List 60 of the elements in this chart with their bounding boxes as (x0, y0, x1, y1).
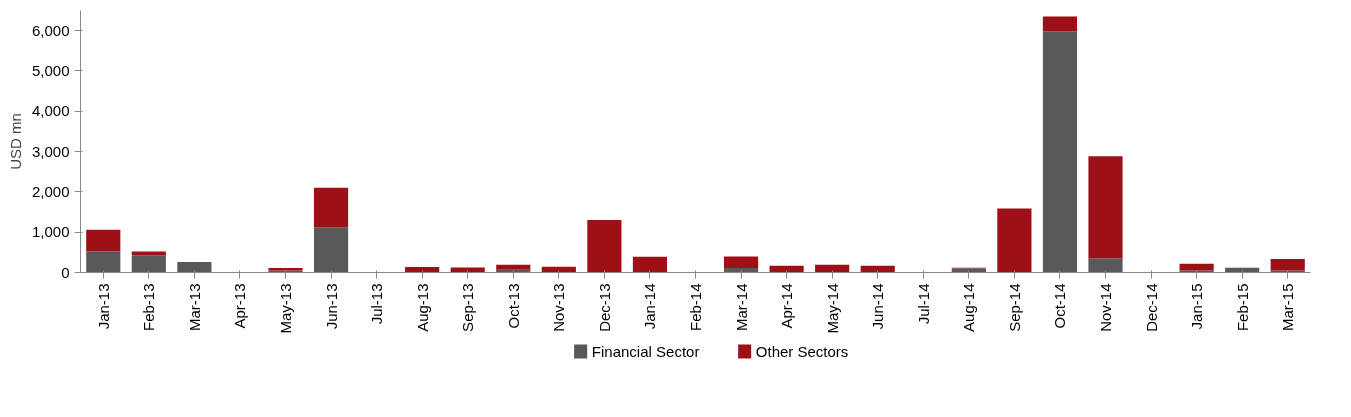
x-tick-label: Aug-13 (413, 283, 431, 332)
bar (1088, 156, 1123, 259)
x-tick-label: Jan-14 (641, 283, 659, 330)
y-axis-title: USD mn (6, 113, 24, 170)
y-tick-label: 3,000 (31, 142, 70, 160)
y-tick-label: 5,000 (31, 61, 70, 79)
bar (723, 256, 759, 269)
x-tick-label: May-14 (823, 283, 841, 334)
x-tick-label: Mar-15 (1279, 283, 1297, 332)
y-tick-label: 4,000 (31, 102, 70, 120)
bar (313, 187, 349, 228)
x-tick-label: Feb-14 (687, 283, 704, 332)
x-tick-label: Sep-13 (459, 283, 477, 332)
x-tick-label: Jul-13 (368, 283, 386, 325)
bar (1179, 270, 1214, 273)
x-tick-label: Dec-14 (1142, 283, 1160, 332)
x-tick-label: Apr-13 (231, 283, 249, 329)
x-tick-label: Jun-13 (322, 283, 340, 330)
x-tick-label: Oct-13 (504, 283, 522, 329)
legend-label: Other Sectors (755, 343, 849, 360)
x-tick-label: Feb-15 (1233, 283, 1251, 332)
bar (450, 267, 485, 273)
x-tick-label: Mar-13 (185, 283, 203, 332)
bar (86, 251, 121, 273)
bar (1179, 263, 1214, 271)
x-tick-label: Dec-13 (595, 283, 613, 332)
bar (951, 268, 986, 273)
x-tick-label: Apr-14 (778, 283, 796, 329)
bar (1270, 270, 1305, 273)
y-tick-label: 2,000 (31, 182, 70, 200)
x-tick-label: May-13 (277, 283, 294, 334)
bar (131, 255, 166, 273)
bar (405, 267, 440, 273)
x-tick-label: Feb-13 (140, 283, 158, 332)
bar (632, 256, 668, 273)
bar (496, 264, 531, 270)
bar (177, 262, 212, 273)
bar (1042, 31, 1078, 273)
x-tick-label: Aug-14 (960, 283, 978, 332)
x-tick-label: Mar-14 (732, 283, 750, 332)
x-tick-label: Nov-13 (550, 283, 568, 332)
bar (997, 208, 1032, 273)
x-tick-label: Jan-15 (1188, 283, 1206, 330)
legend-label: Financial Sector (591, 343, 700, 360)
bar (1088, 258, 1123, 273)
x-tick-label: Jul-14 (914, 283, 932, 325)
bar (815, 264, 850, 273)
bar (1042, 16, 1078, 32)
bar (313, 227, 349, 273)
x-tick-label: Nov-14 (1097, 283, 1114, 332)
x-tick-label: Jun-14 (869, 283, 887, 330)
y-tick-label: 0 (61, 263, 70, 281)
bar (587, 220, 622, 273)
y-tick-label: 1,000 (31, 223, 70, 241)
bar (1270, 259, 1305, 271)
y-tick-label: 6,000 (31, 21, 70, 39)
bar (86, 229, 121, 252)
x-tick-label: Jan-13 (94, 283, 112, 330)
x-tick-label: Oct-14 (1051, 283, 1069, 329)
x-tick-label: Sep-14 (1005, 283, 1023, 332)
